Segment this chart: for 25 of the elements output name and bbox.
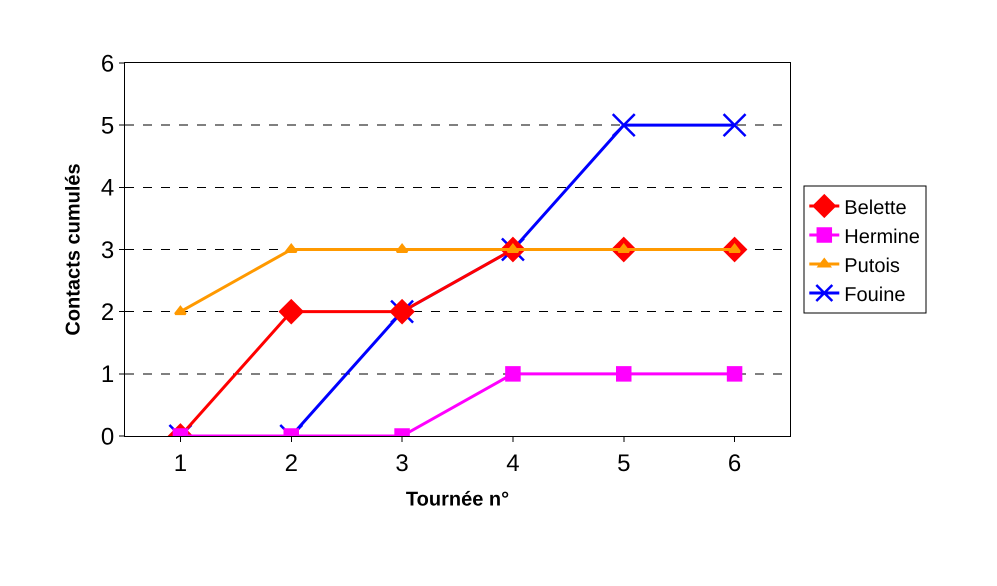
x-tick-label: 5	[617, 450, 630, 477]
legend-label: Belette	[844, 196, 907, 219]
y-tick-label: 4	[100, 174, 114, 202]
y-tick-label: 3	[100, 236, 114, 264]
y-axis-title: Contacts cumulés	[62, 163, 84, 336]
y-tick-label: 5	[100, 112, 114, 140]
point	[396, 244, 409, 253]
y-tick-label: 2	[100, 299, 114, 326]
legend-label: Fouine	[844, 284, 906, 306]
x-tick-label: 3	[395, 450, 409, 477]
x-axis-title: Tournée n°	[406, 488, 510, 510]
legend-label: Hermine	[844, 226, 920, 248]
point	[612, 112, 636, 138]
point	[174, 306, 187, 316]
y-tick-label: 6	[100, 50, 114, 78]
x-tick-label: 2	[284, 450, 298, 477]
point	[278, 299, 304, 324]
point	[284, 244, 298, 253]
y-tick-label: 0	[100, 423, 114, 450]
x-tick-label: 6	[728, 450, 742, 477]
x-tick-label: 1	[174, 450, 188, 477]
x-tick-label: 4	[506, 450, 520, 477]
legend-label: Putois	[844, 254, 900, 277]
point	[722, 112, 747, 138]
y-tick-label: 1	[100, 361, 114, 388]
